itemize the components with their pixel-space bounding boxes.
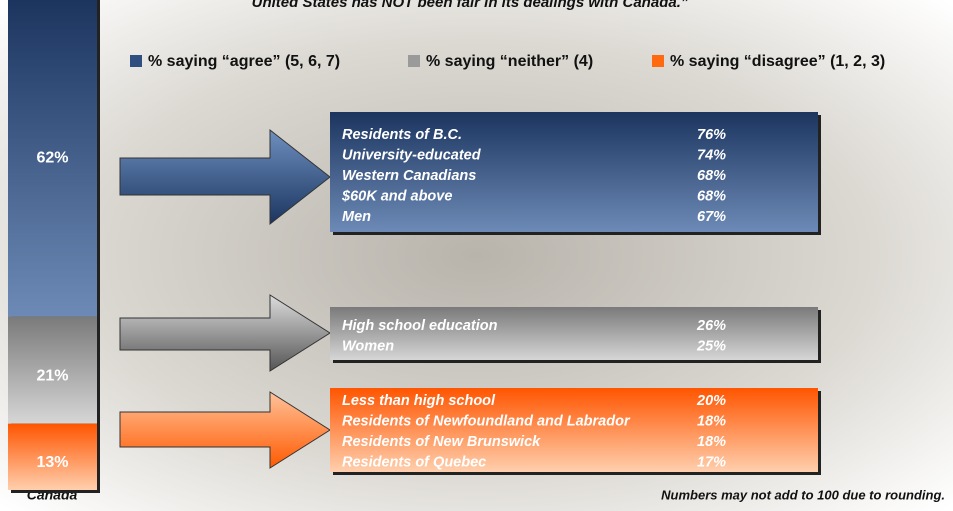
value-label: 21% [36, 367, 68, 384]
row-label: Less than high school [342, 393, 496, 409]
row-value: 25% [696, 338, 726, 354]
row-label: $60K and above [341, 189, 452, 205]
row-label: University-educated [342, 147, 482, 163]
box [330, 112, 818, 232]
row-label: Residents of Newfoundland and Labrador [342, 413, 631, 429]
row-label: Residents of Quebec [342, 455, 486, 471]
arrow [119, 294, 331, 372]
legend-swatch [130, 55, 142, 67]
value-label: 62% [36, 149, 68, 166]
box [330, 388, 818, 472]
legend-label: % saying “agree” (5, 6, 7) [148, 53, 340, 70]
bar-segment [8, 0, 97, 317]
row-value: 74% [697, 147, 726, 163]
arrow [119, 128, 331, 226]
row-label: Residents of B.C. [342, 127, 462, 143]
arrow [119, 391, 331, 469]
boxes [330, 112, 821, 475]
legend-swatch [408, 55, 420, 67]
row-value: 18% [697, 434, 726, 450]
row-label: High school education [342, 318, 498, 334]
row-value: 67% [697, 209, 726, 225]
row-value: 18% [697, 413, 726, 429]
row-value: 17% [697, 455, 726, 471]
row-value: 26% [696, 318, 726, 334]
row-label: Western Canadians [342, 168, 476, 184]
legend-label: % saying “neither” (4) [426, 53, 593, 70]
box [330, 307, 818, 360]
bar-segment [8, 316, 97, 424]
value-label: 13% [36, 454, 68, 471]
row-label: Women [342, 338, 394, 354]
row-value: 68% [697, 168, 726, 184]
row-label: Residents of New Brunswick [342, 434, 541, 450]
row-value: 68% [697, 189, 726, 205]
row-value: 20% [696, 393, 726, 409]
legend-label: % saying “disagree” (1, 2, 3) [670, 53, 885, 70]
footnote: Numbers may not add to 100 due to roundi… [661, 487, 945, 502]
row-label: Men [342, 209, 371, 225]
arrows [119, 128, 331, 469]
chart-title: United States has NOT been fair in its d… [252, 0, 689, 11]
bar-segment [8, 423, 97, 490]
legend-swatch [652, 55, 664, 67]
row-value: 76% [697, 127, 726, 143]
